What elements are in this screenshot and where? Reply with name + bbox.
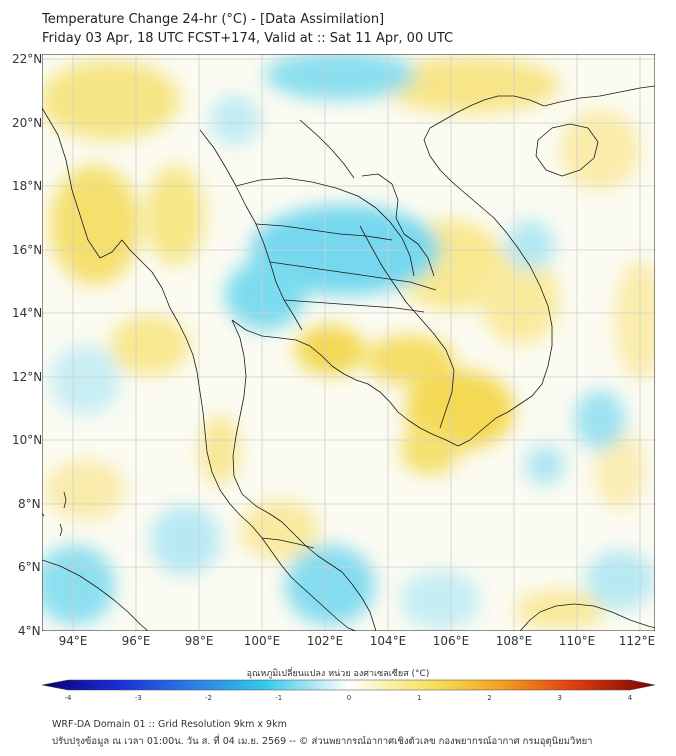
- lon-label: 110°E: [559, 634, 596, 648]
- lon-label: 98°E: [185, 634, 214, 648]
- lon-label: 108°E: [496, 634, 533, 648]
- colorbar-tick-label: 2: [487, 694, 491, 700]
- graticule: [42, 54, 655, 631]
- colorbar-tick-label: -2: [205, 694, 212, 700]
- colorbar-tick-label: 4: [628, 694, 633, 700]
- lat-label: 22°N: [12, 52, 42, 66]
- colorbar-tick-label: -1: [275, 694, 282, 700]
- lat-label: 10°N: [12, 433, 42, 447]
- footer-credits: ปรับปรุงข้อมูล ณ เวลา 01:00น. วัน ส. ที่…: [52, 736, 593, 747]
- coastlines: [42, 85, 655, 631]
- latitude-labels: 22°N 20°N 18°N 16°N 14°N 12°N 10°N 8°N 6…: [12, 52, 42, 638]
- footer-model-info: WRF-DA Domain 01 :: Grid Resolution 9km …: [52, 719, 287, 730]
- colorbar-tick-label: 0: [347, 694, 351, 700]
- lat-label: 4°N: [18, 624, 41, 638]
- longitude-labels: 94°E 96°E 98°E 100°E 102°E 104°E 106°E 1…: [59, 634, 656, 648]
- lat-label: 12°N: [12, 370, 42, 384]
- temperature-change-map: 22°N 20°N 18°N 16°N 14°N 12°N 10°N 8°N 6…: [12, 52, 656, 700]
- lon-label: 106°E: [433, 634, 470, 648]
- colorbar-tick-label: -3: [135, 694, 142, 700]
- lon-label: 96°E: [122, 634, 151, 648]
- map-title: Temperature Change 24-hr (°C) - [Data As…: [42, 12, 385, 27]
- lat-label: 16°N: [12, 243, 42, 257]
- lon-label: 104°E: [370, 634, 407, 648]
- lat-label: 8°N: [18, 497, 41, 511]
- lon-label: 94°E: [59, 634, 88, 648]
- colorbar-tick-label: 3: [558, 694, 562, 700]
- colorbar-tick-label: -4: [65, 694, 73, 700]
- lon-label: 100°E: [244, 634, 281, 648]
- lat-label: 6°N: [18, 560, 41, 574]
- colorbar: -4 -3 -2 -1 0 1 2 3 4: [41, 679, 656, 700]
- lon-label: 112°E: [619, 634, 656, 648]
- lat-label: 18°N: [12, 179, 42, 193]
- colorbar-gradient: [41, 679, 656, 691]
- map-subtitle: Friday 03 Apr, 18 UTC FCST+174, Valid at…: [42, 31, 454, 46]
- lon-label: 102°E: [307, 634, 344, 648]
- lat-label: 14°N: [12, 306, 42, 320]
- colorbar-tick-label: 1: [417, 694, 421, 700]
- temperature-field: [42, 54, 655, 631]
- colorbar-label: อุณหภูมิเปลี่ยนแปลง หน่วย องศาเซลเซียส (…: [246, 669, 430, 679]
- lat-label: 20°N: [12, 116, 42, 130]
